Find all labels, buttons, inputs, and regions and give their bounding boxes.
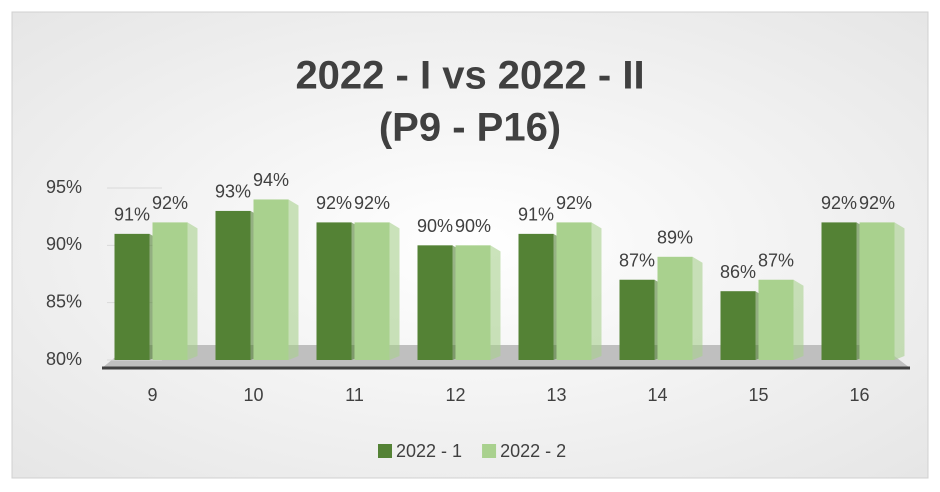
y-tick-label: 95% <box>46 177 82 197</box>
bar <box>114 233 150 360</box>
bar <box>720 291 756 360</box>
legend-swatch <box>482 444 497 458</box>
bar <box>417 245 453 360</box>
bar-side <box>389 222 400 360</box>
chart-title: 2022 - I vs 2022 - II <box>295 54 644 98</box>
bar <box>619 279 655 360</box>
bar-side <box>187 222 198 360</box>
value-label: 87% <box>758 250 794 270</box>
value-label: 92% <box>316 193 352 213</box>
value-label: 92% <box>152 193 188 213</box>
x-tick-label: 9 <box>147 385 157 405</box>
legend-swatch <box>378 444 392 458</box>
bar <box>455 245 491 360</box>
x-tick-label: 12 <box>445 385 465 405</box>
bar <box>316 222 352 360</box>
value-label: 86% <box>720 262 756 282</box>
bar <box>758 279 794 360</box>
floor <box>102 345 910 368</box>
bar-side <box>288 199 299 360</box>
value-label: 91% <box>114 205 150 225</box>
value-label: 89% <box>657 228 693 248</box>
bar-side <box>894 222 905 360</box>
bar <box>215 210 251 360</box>
y-tick-label: 90% <box>46 234 82 254</box>
value-label: 92% <box>556 193 592 213</box>
bar <box>253 199 289 360</box>
value-label: 92% <box>821 193 857 213</box>
value-label: 92% <box>354 193 390 213</box>
value-label: 90% <box>417 216 453 236</box>
x-tick-label: 11 <box>345 385 364 405</box>
value-label: 90% <box>455 216 491 236</box>
legend-label: 2022 - 1 <box>396 441 462 461</box>
bar-side <box>591 222 602 360</box>
x-tick-label: 10 <box>243 385 263 405</box>
bar-side <box>692 256 703 360</box>
x-tick-label: 16 <box>849 385 869 405</box>
chart-subtitle: (P9 - P16) <box>379 106 561 150</box>
value-label: 92% <box>859 193 895 213</box>
legend-label: 2022 - 2 <box>500 441 566 461</box>
bar <box>859 222 895 360</box>
value-label: 93% <box>215 182 251 202</box>
value-label: 94% <box>253 170 289 190</box>
y-tick-label: 85% <box>46 291 82 311</box>
value-label: 91% <box>518 205 554 225</box>
bar-side <box>490 245 501 360</box>
bar <box>657 256 693 360</box>
x-tick-label: 14 <box>647 385 667 405</box>
x-tick-label: 13 <box>546 385 566 405</box>
bar <box>556 222 592 360</box>
bar-side <box>793 279 804 360</box>
bar <box>152 222 188 360</box>
bar <box>821 222 857 360</box>
bar <box>518 233 554 360</box>
y-tick-label: 80% <box>46 349 82 369</box>
value-label: 87% <box>619 250 655 270</box>
x-tick-label: 15 <box>748 385 768 405</box>
bar <box>354 222 390 360</box>
